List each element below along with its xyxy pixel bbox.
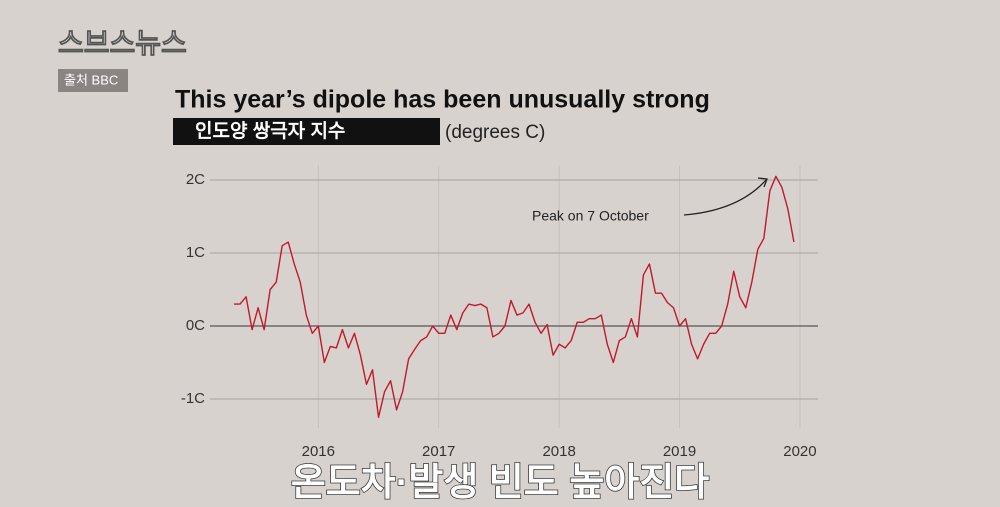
x-tick-label: 2020 (783, 443, 816, 460)
source-box (58, 69, 128, 92)
x-tick-label: 2019 (663, 443, 696, 460)
plot: 2016 2017 2018 2019 2020 -1C 0C 1C 2C (181, 165, 818, 460)
annotation: Peak on 7 October (532, 208, 649, 224)
caption: 온도차·발생 빈도 높아진다 (291, 462, 709, 504)
x-tick-label: 2018 (542, 443, 575, 460)
y-tick-label: -1C (181, 390, 205, 407)
logo: 스브스뉴스 (58, 27, 187, 58)
y-label: (degrees C) (445, 122, 545, 143)
x-tick-label: 2017 (422, 443, 455, 460)
y-tick-label: 0C (186, 317, 205, 334)
x-tick-label: 2016 (302, 443, 335, 460)
data-line (234, 175, 795, 418)
y-tick-label: 2C (186, 171, 205, 188)
annotation-arrow (683, 179, 767, 216)
subtitle: 인도양 쌍극자 지수 (195, 120, 345, 142)
chart-title: This year’s dipole has been unusually st… (175, 86, 710, 114)
arrow-head (757, 177, 768, 188)
subtitle-box (173, 118, 440, 145)
y-tick-label: 1C (186, 244, 205, 261)
source: 출처 BBC (64, 72, 118, 87)
